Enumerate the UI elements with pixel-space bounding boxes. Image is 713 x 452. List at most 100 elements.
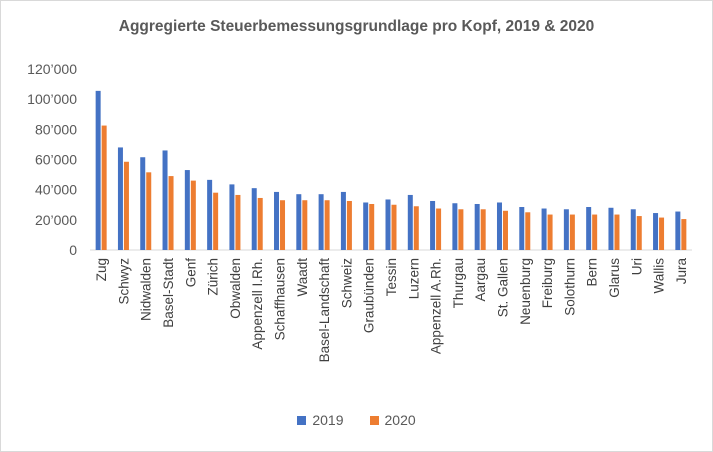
x-tick-label: Wallis xyxy=(652,258,667,294)
bar-2019-zürich xyxy=(207,179,213,250)
legend: 2019 2020 xyxy=(0,412,713,428)
bar-2019-jura xyxy=(675,211,681,250)
x-axis: Zug Schwyz Nidwalden Basel-Stadt Genf Zürich O… xyxy=(94,258,689,363)
bar-2020-schwyz xyxy=(123,161,129,250)
bar-2020-freiburg xyxy=(547,214,553,250)
bar-2020-basel-stadt xyxy=(168,176,174,250)
bar-2020-st-gallen xyxy=(502,210,508,250)
bar-2019-zug xyxy=(95,90,101,250)
bar-2019-glarus xyxy=(608,207,614,250)
bar-2020-glarus xyxy=(614,214,620,250)
bar-2020-thurgau xyxy=(458,209,464,250)
x-tick-label: Graubünden xyxy=(362,258,377,333)
legend-item-2020: 2020 xyxy=(369,412,416,428)
x-tick-label: Solothurn xyxy=(562,258,577,316)
bar-2019-bern xyxy=(586,207,592,250)
bar-2019-basel-landschaft xyxy=(318,194,324,250)
bar-2019-nidwalden xyxy=(140,157,146,250)
bar-2020-uri xyxy=(636,216,642,250)
bar-2019-schaffhausen xyxy=(274,191,280,250)
bar-2020-neuenburg xyxy=(525,212,531,250)
bar-2019-schweiz xyxy=(340,191,346,250)
x-tick-label: Neuenburg xyxy=(518,258,533,325)
x-tick-label: St. Gallen xyxy=(495,258,510,317)
bar-2020-basel-landschaft xyxy=(324,200,330,250)
x-tick-label: Zug xyxy=(94,258,109,281)
x-tick-label: Thurgau xyxy=(451,258,466,308)
y-axis: 0 20’000 40’000 60’000 80’000 100’000 120’000 xyxy=(27,61,77,258)
bar-2019-tessin xyxy=(385,199,391,250)
bar-2019-solothurn xyxy=(563,209,569,250)
legend-item-2019: 2019 xyxy=(297,412,344,428)
bar-2020-schaffhausen xyxy=(280,200,286,250)
bar-2019-graubünden xyxy=(363,202,369,250)
bar-2019-appenzell-a-rh- xyxy=(430,200,436,250)
bar-2019-neuenburg xyxy=(519,207,525,250)
y-tick-label: 0 xyxy=(69,242,77,258)
x-tick-label: Appenzell I.Rh. xyxy=(250,258,265,350)
x-tick-label: Jura xyxy=(674,258,689,285)
bar-2020-schweiz xyxy=(346,200,352,250)
bars xyxy=(95,90,687,250)
x-tick-label: Luzern xyxy=(406,258,421,299)
x-tick-label: Waadt xyxy=(295,258,310,297)
x-tick-label: Basel-Landschaft xyxy=(317,258,332,363)
x-tick-label: Zürich xyxy=(206,258,221,296)
x-tick-label: Basel-Stadt xyxy=(161,258,176,328)
bar-2020-nidwalden xyxy=(146,172,152,250)
bar-2020-waadt xyxy=(302,200,308,250)
bar-2020-jura xyxy=(681,219,687,250)
bar-2020-zug xyxy=(101,125,107,250)
bar-2019-genf xyxy=(184,170,190,250)
x-tick-label: Freiburg xyxy=(540,258,555,308)
bar-2020-appenzell-i-rh- xyxy=(257,197,263,250)
y-tick-label: 120’000 xyxy=(27,61,77,77)
legend-label-2019: 2019 xyxy=(312,412,344,428)
bar-2019-schwyz xyxy=(117,147,123,250)
bar-2020-appenzell-a-rh- xyxy=(436,208,442,250)
bar-2020-wallis xyxy=(659,217,665,250)
x-tick-label: Glarus xyxy=(607,258,622,298)
x-tick-label: Bern xyxy=(585,258,600,287)
legend-label-2020: 2020 xyxy=(384,412,416,428)
legend-swatch-2019 xyxy=(297,415,307,425)
legend-swatch-2020 xyxy=(369,415,379,425)
chart-title: Aggregierte Steuerbemessungsgrundlage pr… xyxy=(118,18,595,35)
bar-2019-freiburg xyxy=(541,208,547,250)
x-tick-label: Appenzell A.Rh. xyxy=(429,258,444,354)
bar-2020-graubünden xyxy=(369,203,375,250)
x-tick-label: Obwalden xyxy=(228,258,243,319)
bar-2020-obwalden xyxy=(235,194,241,250)
y-tick-label: 100’000 xyxy=(27,91,77,107)
bar-2020-solothurn xyxy=(569,214,575,250)
bar-2020-genf xyxy=(190,180,196,250)
y-tick-label: 60’000 xyxy=(35,152,77,168)
y-tick-label: 80’000 xyxy=(35,121,77,137)
x-tick-label: Schwyz xyxy=(116,258,131,305)
y-tick-label: 40’000 xyxy=(35,182,77,198)
x-tick-label: Aargau xyxy=(473,258,488,302)
bar-2019-obwalden xyxy=(229,184,235,250)
bar-2019-appenzell-i-rh- xyxy=(251,188,257,250)
x-tick-label: Schaffhausen xyxy=(273,258,288,340)
x-tick-label: Schweiz xyxy=(339,258,354,309)
bar-2019-luzern xyxy=(407,194,413,250)
x-tick-label: Tessin xyxy=(384,258,399,296)
bar-2020-luzern xyxy=(413,206,419,250)
x-tick-label: Genf xyxy=(183,258,198,288)
bar-2019-st-gallen xyxy=(496,202,502,250)
x-tick-label: Nidwalden xyxy=(139,258,154,321)
y-tick-label: 20’000 xyxy=(35,212,77,228)
bar-2019-thurgau xyxy=(452,203,458,250)
bar-2019-wallis xyxy=(653,213,659,250)
bar-2020-aargau xyxy=(480,209,486,250)
bar-2019-basel-stadt xyxy=(162,150,168,250)
x-tick-label: Uri xyxy=(629,258,644,275)
bar-2020-tessin xyxy=(391,204,397,250)
bar-2019-waadt xyxy=(296,194,302,250)
bar-2019-aargau xyxy=(474,203,480,250)
bar-2020-bern xyxy=(592,214,598,250)
bar-2020-zürich xyxy=(213,192,219,250)
bar-2019-uri xyxy=(630,209,636,250)
